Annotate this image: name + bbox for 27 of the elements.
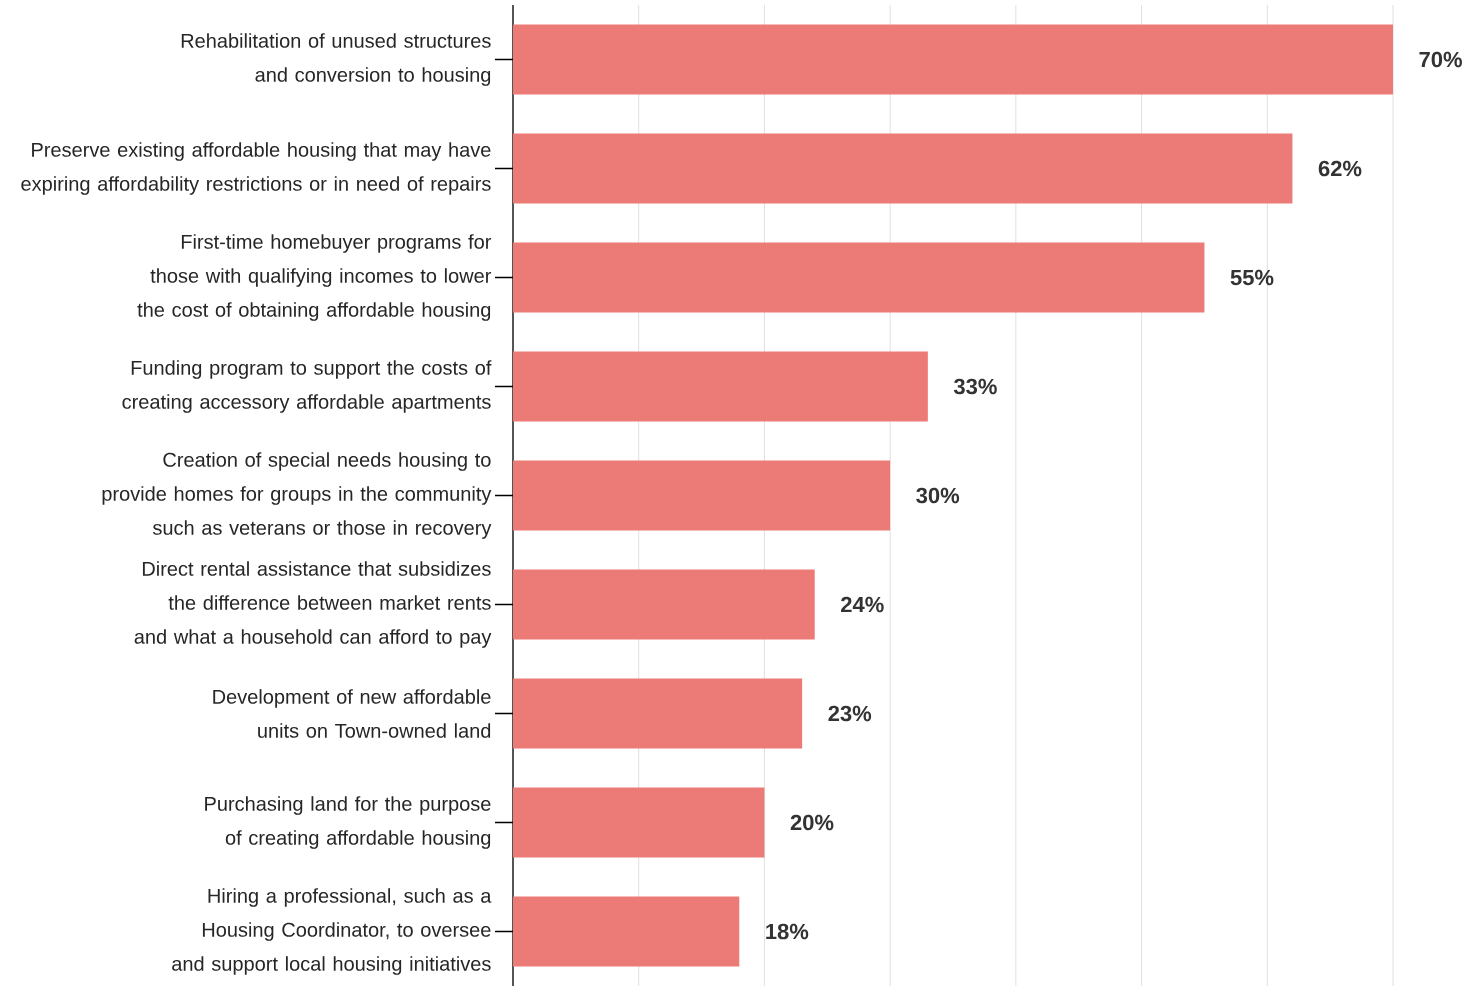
y-tick-label: Direct rental assistance that subsidizes the difference between market rents and what a household can afford to pay <box>134 561 492 648</box>
bar <box>513 787 765 858</box>
bar <box>513 569 815 640</box>
data-label: 20% <box>790 814 834 831</box>
bar <box>513 460 891 531</box>
bar <box>513 678 803 749</box>
data-label: 55% <box>1230 269 1274 286</box>
y-tick-label: Hiring a professional, such as a Housing Coordinator, to oversee and support local housing initiatives <box>172 888 492 975</box>
bar <box>513 24 1394 95</box>
y-tick-label: Funding program to support the costs of creating accessory affordable apartments <box>122 360 492 413</box>
bar <box>513 242 1205 313</box>
data-label: 30% <box>916 487 960 504</box>
bar <box>513 351 928 422</box>
y-tick-label: First-time homebuyer programs for those with qualifying incomes to lower the cost of obtaining affordable housing <box>137 234 492 321</box>
data-label: 33% <box>953 378 997 395</box>
y-tick-label: Rehabilitation of unused structures and conversion to housing <box>181 33 491 86</box>
y-tick-label: Preserve existing affordable housing that may have expiring affordability restrictions or in need of repairs <box>21 142 491 195</box>
data-label: 24% <box>841 596 884 613</box>
data-label: 18% <box>766 923 809 940</box>
bar <box>513 896 740 967</box>
bar <box>513 133 1293 204</box>
data-label: 62% <box>1318 160 1362 177</box>
data-label: 70% <box>1419 51 1462 68</box>
y-tick-label: Development of new affordable units on Town-owned land <box>213 689 491 738</box>
data-label: 23% <box>828 705 872 722</box>
y-tick-label: Creation of special needs housing to provide homes for groups in the community such as veterans or those in recovery <box>102 452 492 539</box>
y-tick-label: Purchasing land for the purpose of creating affordable housing <box>205 796 491 849</box>
